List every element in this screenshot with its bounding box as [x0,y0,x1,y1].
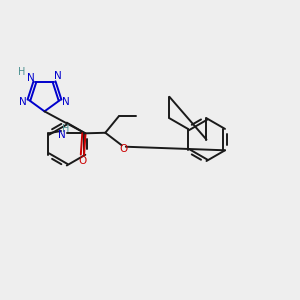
Text: O: O [119,144,128,154]
Text: N: N [58,130,66,140]
Text: H: H [62,124,69,134]
Text: H: H [18,67,25,77]
Text: O: O [78,156,87,166]
Text: N: N [27,73,35,83]
Text: N: N [62,97,70,107]
Text: N: N [19,97,27,107]
Text: N: N [54,71,62,82]
